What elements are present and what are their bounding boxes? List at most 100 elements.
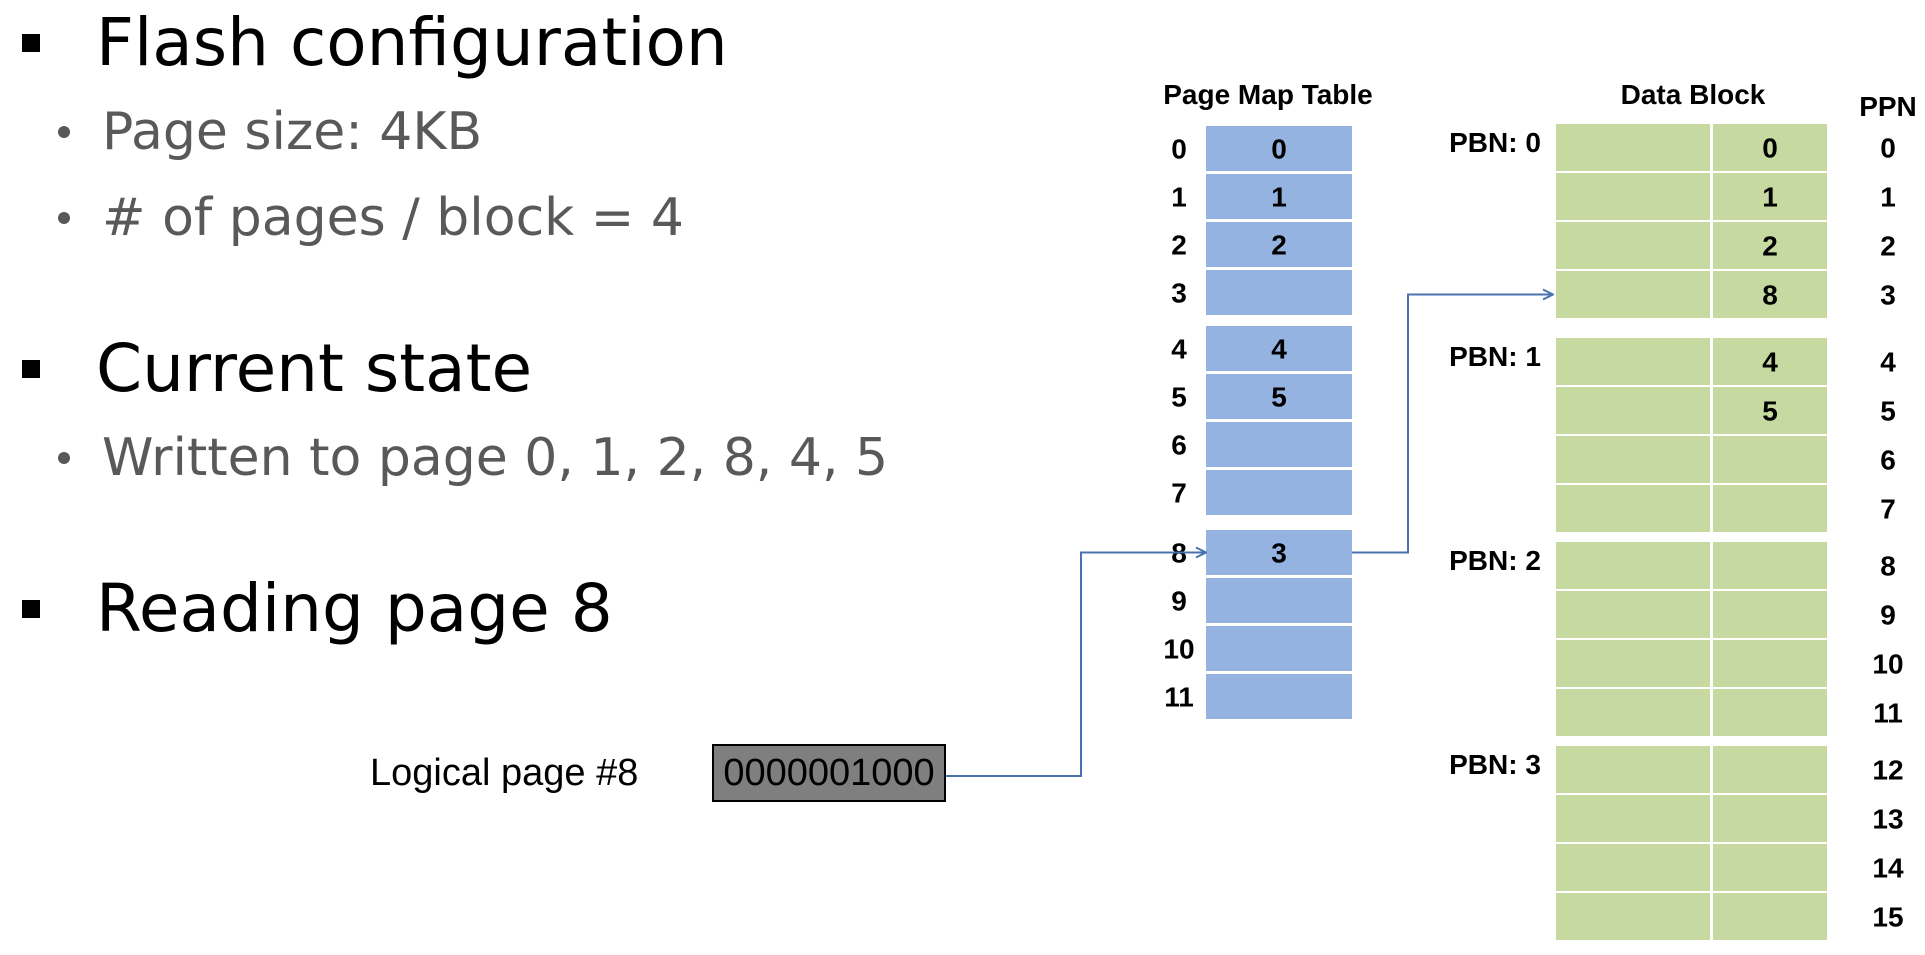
ppn-number: 6	[1880, 445, 1896, 476]
pbn-label: PBN: 3	[1449, 749, 1541, 780]
logical-to-map-arrow	[946, 553, 1206, 777]
data-block-cell	[1556, 387, 1710, 434]
bullet-pages-per-block: # of pages / block = 4	[58, 192, 684, 244]
logical-page-label: Logical page #8	[370, 752, 639, 794]
data-block-cell	[1556, 271, 1710, 318]
data-block-page-cell	[1713, 893, 1827, 940]
map-table-value: 1	[1271, 182, 1287, 213]
ppn-number: 0	[1880, 133, 1896, 164]
pbn-label: PBN: 2	[1449, 545, 1541, 576]
bullet-text: Reading page 8	[96, 570, 613, 647]
ppn-number: 1	[1880, 182, 1896, 213]
data-block-page-cell	[1713, 436, 1827, 483]
data-block-cell	[1556, 844, 1710, 891]
data-block-cell	[1556, 591, 1710, 638]
map-table-cell	[1206, 270, 1352, 315]
bullet-text: # of pages / block = 4	[102, 188, 684, 248]
map-table-index: 2	[1171, 230, 1187, 261]
bullet-text: Written to page 0, 1, 2, 8, 4, 5	[102, 428, 889, 488]
ppn-number: 8	[1880, 551, 1896, 582]
dot-bullet-icon	[58, 126, 70, 138]
map-table-index: 0	[1171, 134, 1187, 165]
data-block-page-cell	[1713, 222, 1827, 269]
map-table-index: 9	[1171, 586, 1187, 617]
data-block-cell	[1556, 124, 1710, 171]
data-block-page-cell	[1713, 124, 1827, 171]
data-block-page-cell	[1713, 271, 1827, 318]
square-bullet-icon	[22, 600, 40, 618]
map-table-index: 4	[1171, 334, 1187, 365]
map-table-index: 5	[1171, 382, 1187, 413]
map-table-cell	[1206, 530, 1352, 575]
dot-bullet-icon	[58, 212, 70, 224]
map-table-cell	[1206, 470, 1352, 515]
bullet-reading-page: Reading page 8	[22, 576, 613, 642]
ppn-number: 12	[1872, 755, 1903, 786]
ppn-column-title: PPN	[1859, 91, 1917, 122]
map-table-index: 6	[1171, 430, 1187, 461]
data-block-page-cell	[1713, 485, 1827, 532]
data-block-value: 2	[1762, 231, 1778, 262]
data-block-page-cell	[1713, 746, 1827, 793]
data-block-cell	[1556, 893, 1710, 940]
ppn-number: 9	[1880, 600, 1896, 631]
map-table-value: 3	[1271, 538, 1287, 569]
map-table-index: 3	[1171, 278, 1187, 309]
data-block-page-cell	[1713, 591, 1827, 638]
pbn-label: PBN: 1	[1449, 341, 1541, 372]
map-table-cell	[1206, 674, 1352, 719]
data-block-page-cell	[1713, 640, 1827, 687]
data-block-cell	[1556, 222, 1710, 269]
bullet-written-pages: Written to page 0, 1, 2, 8, 4, 5	[58, 432, 888, 484]
ppn-number: 7	[1880, 494, 1896, 525]
map-table-index: 7	[1171, 478, 1187, 509]
ppn-number: 4	[1880, 347, 1896, 378]
map-table-value: 4	[1271, 334, 1287, 365]
data-block-cell	[1556, 338, 1710, 385]
map-table-cell	[1206, 222, 1352, 267]
map-table-value: 5	[1271, 382, 1287, 413]
ppn-number: 3	[1880, 280, 1896, 311]
data-block-title: Data Block	[1621, 79, 1766, 110]
ppn-number: 5	[1880, 396, 1896, 427]
data-block-value: 8	[1762, 280, 1778, 311]
map-table-cell	[1206, 126, 1352, 171]
ppn-number: 15	[1872, 902, 1903, 933]
map-table-cell	[1206, 174, 1352, 219]
data-block-page-cell	[1713, 795, 1827, 842]
data-block-value: 1	[1762, 182, 1778, 213]
data-block-page-cell	[1713, 173, 1827, 220]
data-block-value: 4	[1762, 347, 1778, 378]
map-table-cell	[1206, 374, 1352, 419]
ppn-number: 2	[1880, 231, 1896, 262]
map-table-value: 2	[1271, 230, 1287, 261]
data-block-page-cell	[1713, 387, 1827, 434]
data-block-cell	[1556, 689, 1710, 736]
pbn-label: PBN: 0	[1449, 127, 1541, 158]
data-block-page-cell	[1713, 542, 1827, 589]
square-bullet-icon	[22, 34, 40, 52]
data-block-cell	[1556, 485, 1710, 532]
map-table-value: 0	[1271, 134, 1287, 165]
bullet-current-state: Current state	[22, 336, 532, 402]
dot-bullet-icon	[58, 452, 70, 464]
data-block-cell	[1556, 746, 1710, 793]
data-block-cell	[1556, 436, 1710, 483]
logical-address-box: 0000001000	[712, 744, 946, 802]
bullet-text: Page size: 4KB	[102, 102, 483, 162]
data-block-value: 5	[1762, 396, 1778, 427]
ppn-number: 14	[1872, 853, 1904, 884]
map-table-cell	[1206, 422, 1352, 467]
ppn-number: 11	[1873, 698, 1903, 729]
ppn-number: 10	[1872, 649, 1903, 680]
data-block-cell	[1556, 542, 1710, 589]
data-block-page-cell	[1713, 689, 1827, 736]
square-bullet-icon	[22, 360, 40, 378]
bullet-page-size: Page size: 4KB	[58, 106, 482, 158]
map-to-data-arrow	[1352, 295, 1553, 554]
map-table-cell	[1206, 626, 1352, 671]
data-block-cell	[1556, 640, 1710, 687]
map-table-index: 1	[1171, 182, 1187, 213]
bullet-text: Current state	[96, 330, 533, 407]
